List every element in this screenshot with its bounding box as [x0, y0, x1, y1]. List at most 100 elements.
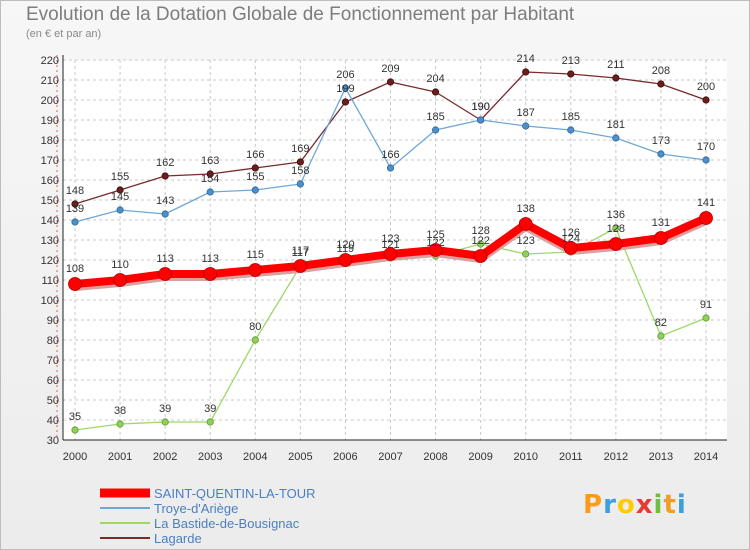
data-label: 141	[697, 197, 715, 209]
data-label: 39	[159, 403, 171, 415]
data-point	[699, 211, 713, 225]
data-label: 115	[247, 249, 265, 261]
x-tick-label: 2010	[513, 451, 537, 463]
data-label: 110	[111, 259, 129, 271]
y-tick-label: 40	[47, 415, 59, 427]
y-tick-label: 80	[47, 335, 59, 347]
data-point	[206, 418, 214, 426]
data-label: 117	[292, 247, 310, 259]
x-tick-label: 2005	[288, 451, 312, 463]
data-point	[477, 240, 485, 248]
x-tick-label: 2013	[649, 451, 673, 463]
data-label: 123	[381, 233, 399, 245]
chart-title: Evolution de la Dotation Globale de Fonc…	[26, 4, 575, 25]
data-point	[473, 249, 488, 263]
x-tick-label: 2001	[108, 451, 132, 463]
y-tick-label: 120	[41, 255, 59, 267]
x-tick-label: 2012	[604, 451, 628, 463]
data-point	[203, 267, 218, 281]
data-label: 124	[562, 233, 580, 245]
x-tick-label: 2008	[423, 451, 447, 463]
x-tick-label: 2003	[198, 451, 222, 463]
data-label: 173	[652, 135, 670, 147]
data-label: 162	[156, 157, 174, 169]
data-point	[563, 241, 578, 255]
data-point	[251, 186, 259, 194]
data-point	[338, 253, 353, 267]
data-point	[206, 170, 214, 178]
data-label: 108	[66, 263, 84, 275]
data-label: 128	[607, 223, 625, 235]
y-tick-label: 140	[41, 215, 59, 227]
data-label: 213	[562, 55, 580, 67]
data-point	[612, 74, 620, 82]
data-label: 190	[471, 101, 489, 113]
data-label: 214	[517, 53, 535, 65]
data-point	[383, 247, 398, 261]
data-label: 113	[156, 253, 174, 265]
data-point	[431, 126, 440, 134]
data-label: 170	[697, 141, 715, 153]
data-point	[612, 134, 620, 142]
data-point	[113, 273, 127, 287]
data-label: 145	[111, 191, 129, 203]
data-point	[567, 126, 575, 134]
data-label: 131	[652, 217, 670, 229]
data-label: 158	[291, 165, 309, 177]
data-label: 125	[426, 229, 444, 241]
data-point	[71, 426, 79, 434]
data-label: 126	[562, 227, 580, 239]
data-label: 123	[517, 235, 535, 247]
data-point	[161, 210, 169, 218]
data-point	[567, 70, 575, 78]
data-point	[161, 418, 169, 426]
data-label: 209	[381, 63, 399, 75]
data-point	[657, 80, 665, 88]
y-tick-label: 160	[41, 175, 59, 187]
data-label: 199	[336, 83, 354, 95]
x-tick-label: 2009	[468, 451, 492, 463]
legend-label: La Bastide-de-Bousignac	[154, 516, 300, 531]
data-label: 39	[204, 403, 216, 415]
data-label: 139	[66, 203, 84, 215]
proxiti-logo: Proxiti	[583, 490, 687, 520]
data-point	[296, 158, 304, 166]
data-label: 121	[381, 239, 399, 251]
data-label: 82	[655, 317, 667, 329]
data-point	[341, 98, 350, 106]
data-point	[251, 336, 259, 344]
y-tick-label: 150	[41, 195, 59, 207]
chart-subtitle: (en € et par an)	[26, 28, 102, 40]
data-label: 166	[246, 149, 264, 161]
x-tick-label: 2007	[378, 451, 402, 463]
data-point	[386, 78, 395, 86]
y-tick-label: 50	[47, 395, 59, 407]
data-label: 187	[517, 107, 535, 119]
data-point	[608, 237, 623, 251]
data-label: 163	[201, 155, 219, 167]
data-point	[702, 314, 710, 322]
data-label: 35	[69, 411, 81, 423]
data-point	[522, 68, 530, 76]
data-label: 169	[291, 143, 309, 155]
data-point	[386, 164, 395, 172]
y-tick-label: 60	[47, 375, 59, 387]
data-label: 206	[336, 69, 354, 81]
data-point	[431, 88, 440, 96]
data-label: 143	[156, 195, 174, 207]
x-tick-label: 2002	[153, 451, 177, 463]
data-label: 91	[700, 299, 712, 311]
data-label: 185	[562, 111, 580, 123]
data-label: 122	[426, 237, 444, 249]
data-label: 155	[111, 171, 129, 183]
data-point	[522, 250, 530, 258]
data-label: 122	[471, 235, 489, 247]
legend-label: Troye-d'Ariège	[154, 501, 238, 516]
data-label: 166	[381, 149, 399, 161]
y-tick-label: 170	[41, 155, 59, 167]
data-point	[71, 218, 79, 226]
data-label: 80	[249, 321, 261, 333]
data-point	[71, 200, 79, 208]
y-tick-label: 90	[47, 315, 59, 327]
